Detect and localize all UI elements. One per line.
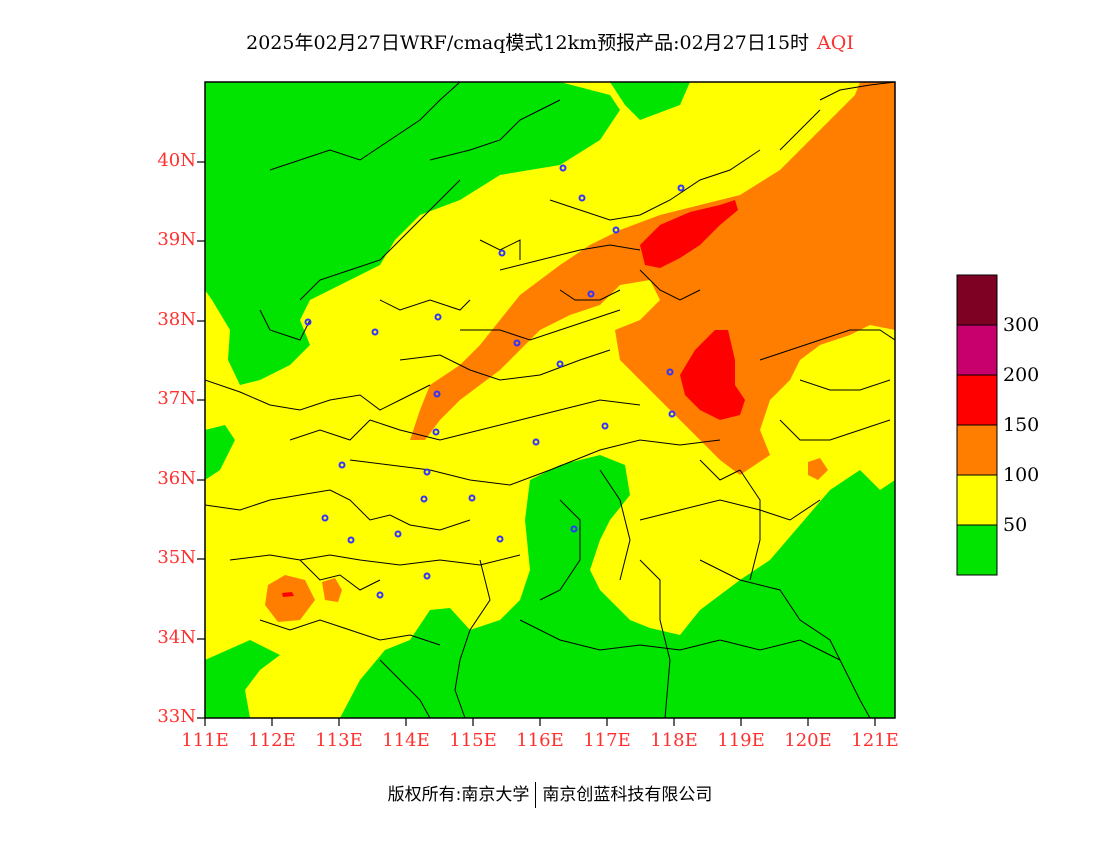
legend-swatch-very-unhealthy [956, 324, 998, 376]
lat-ticks [197, 161, 205, 719]
zone-good-north-strip [610, 82, 690, 120]
zone-unhealthy-north [640, 200, 738, 268]
city-marker [513, 339, 521, 347]
footer-copyright: 版权所有:南京大学 [387, 785, 530, 805]
city-markers [304, 164, 685, 599]
lat-label: 37N [157, 388, 196, 409]
city-marker [612, 226, 620, 234]
city-marker [432, 428, 440, 436]
lon-ticks [204, 718, 876, 726]
footer-company: 南京创蓝科技有限公司 [542, 785, 713, 805]
legend-swatch-unhealthy [956, 374, 998, 426]
legend-swatch-usg [956, 424, 998, 476]
city-marker [587, 290, 595, 298]
lat-label: 35N [157, 547, 196, 568]
city-marker [556, 360, 564, 368]
city-marker [347, 536, 355, 544]
lon-label: 116E [516, 730, 564, 751]
zone-good-west [205, 425, 235, 480]
zone-unhealthy-sw [282, 592, 294, 597]
lat-label: 38N [157, 309, 196, 330]
lon-label: 119E [717, 730, 765, 751]
lon-label: 120E [784, 730, 832, 751]
lat-label: 33N [157, 706, 196, 727]
lat-label: 40N [157, 150, 196, 171]
lon-label: 112E [248, 730, 296, 751]
legend-label-100: 100 [1003, 464, 1040, 486]
zone-usg-patch-sw [265, 575, 315, 622]
lon-label: 118E [650, 730, 698, 751]
lon-label: 113E [315, 730, 363, 751]
zone-good-south [340, 455, 895, 718]
city-marker [578, 194, 586, 202]
legend-label-200: 200 [1003, 364, 1040, 386]
city-marker [666, 368, 674, 376]
footer-separator [535, 782, 537, 808]
city-marker [423, 468, 431, 476]
title-main: 2025年02月27日WRF/cmaq模式12km预报产品:02月27日15时 [246, 32, 810, 54]
city-marker [321, 514, 329, 522]
lon-label: 111E [181, 730, 229, 751]
city-marker [420, 495, 428, 503]
legend-swatch-hazardous [956, 274, 998, 326]
legend-swatch-moderate [956, 474, 998, 526]
zone-usg-patch-e [808, 458, 828, 480]
city-marker [376, 591, 384, 599]
city-marker [532, 438, 540, 446]
city-marker [677, 184, 685, 192]
lon-label: 114E [382, 730, 430, 751]
city-marker [498, 249, 506, 257]
legend-swatch-good [956, 524, 998, 576]
city-marker [338, 461, 346, 469]
legend-colorbar [956, 274, 998, 576]
city-marker [394, 530, 402, 538]
lat-label: 34N [157, 627, 196, 648]
zone-unhealthy-east [680, 330, 745, 420]
city-marker [304, 318, 312, 326]
map-title: 2025年02月27日WRF/cmaq模式12km预报产品:02月27日15时 A… [0, 28, 1100, 55]
lon-label: 115E [449, 730, 497, 751]
zone-good-southwest [205, 640, 280, 718]
city-marker [434, 313, 442, 321]
zone-good-northwest [205, 82, 620, 385]
city-marker [371, 328, 379, 336]
lon-label: 117E [583, 730, 631, 751]
legend-label-300: 300 [1003, 314, 1040, 336]
lon-label: 121E [851, 730, 899, 751]
legend-label-50: 50 [1003, 514, 1028, 536]
city-marker [433, 390, 441, 398]
city-marker [601, 422, 609, 430]
city-marker [468, 494, 476, 502]
legend-label-150: 150 [1003, 414, 1040, 436]
footer: 版权所有:南京大学 南京创蓝科技有限公司 [0, 780, 1100, 808]
boundary-lines [205, 82, 895, 718]
city-marker [496, 535, 504, 543]
zone-usg-patch-sw2 [322, 578, 342, 602]
title-variable: AQI [817, 32, 854, 54]
city-marker [570, 525, 578, 533]
lat-label: 39N [157, 229, 196, 250]
lat-label: 36N [157, 468, 196, 489]
city-marker [559, 164, 567, 172]
city-marker [668, 410, 676, 418]
aqi-field [205, 82, 895, 718]
city-marker [423, 572, 431, 580]
